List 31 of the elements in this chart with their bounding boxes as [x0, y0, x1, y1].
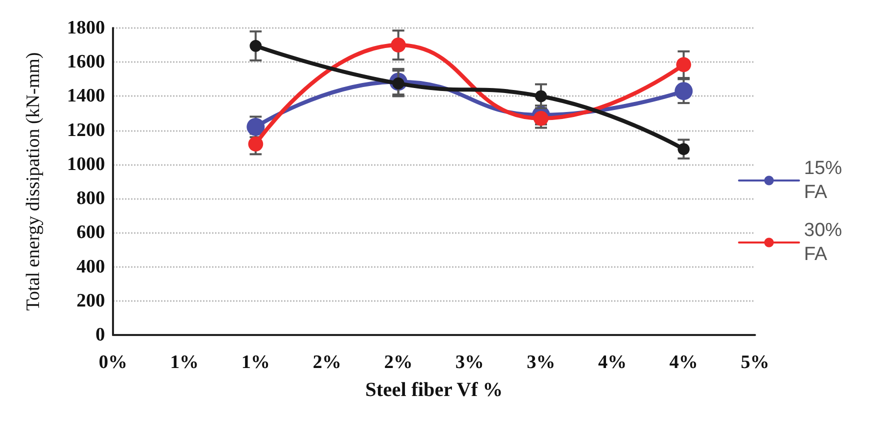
- x-tick-label: 2%: [384, 352, 413, 373]
- y-tick-label: 1000: [67, 154, 105, 175]
- y-tick-label: 400: [76, 256, 105, 278]
- legend-label: 30% FA: [804, 220, 848, 265]
- x-tick-label: 2%: [312, 352, 342, 373]
- point: [535, 90, 547, 102]
- point: [678, 143, 690, 156]
- point: [390, 38, 406, 53]
- y-tick-label: 1600: [67, 52, 105, 73]
- x-tick-label: 0%: [98, 352, 128, 373]
- x-axis-title: Steel fiber Vf %: [365, 379, 503, 401]
- point: [674, 82, 693, 100]
- y-tick-label: 200: [76, 290, 105, 312]
- y-tick-label: 1800: [67, 18, 105, 38]
- x-tick-label: 1%: [241, 352, 270, 373]
- x-tick-label: 5%: [740, 352, 770, 373]
- x-tick-label: 3%: [526, 352, 556, 373]
- x-tick-label: 4%: [598, 352, 627, 373]
- y-axis-title: Total energy dissipation (kN-mm): [23, 52, 44, 311]
- x-tick-label: 3%: [455, 352, 484, 373]
- legend-label: 15% FA: [804, 158, 848, 203]
- y-tick-label: 0: [96, 324, 105, 346]
- y-tick-label: 1200: [67, 120, 105, 141]
- y-tick-label: 800: [76, 188, 105, 210]
- y-tick-label: 1400: [67, 86, 105, 107]
- x-tick-label: 4%: [669, 352, 698, 373]
- y-tick-label: 600: [76, 222, 105, 244]
- point: [676, 57, 692, 72]
- x-tick-label: 1%: [170, 352, 199, 373]
- point: [250, 40, 262, 52]
- point: [248, 136, 264, 152]
